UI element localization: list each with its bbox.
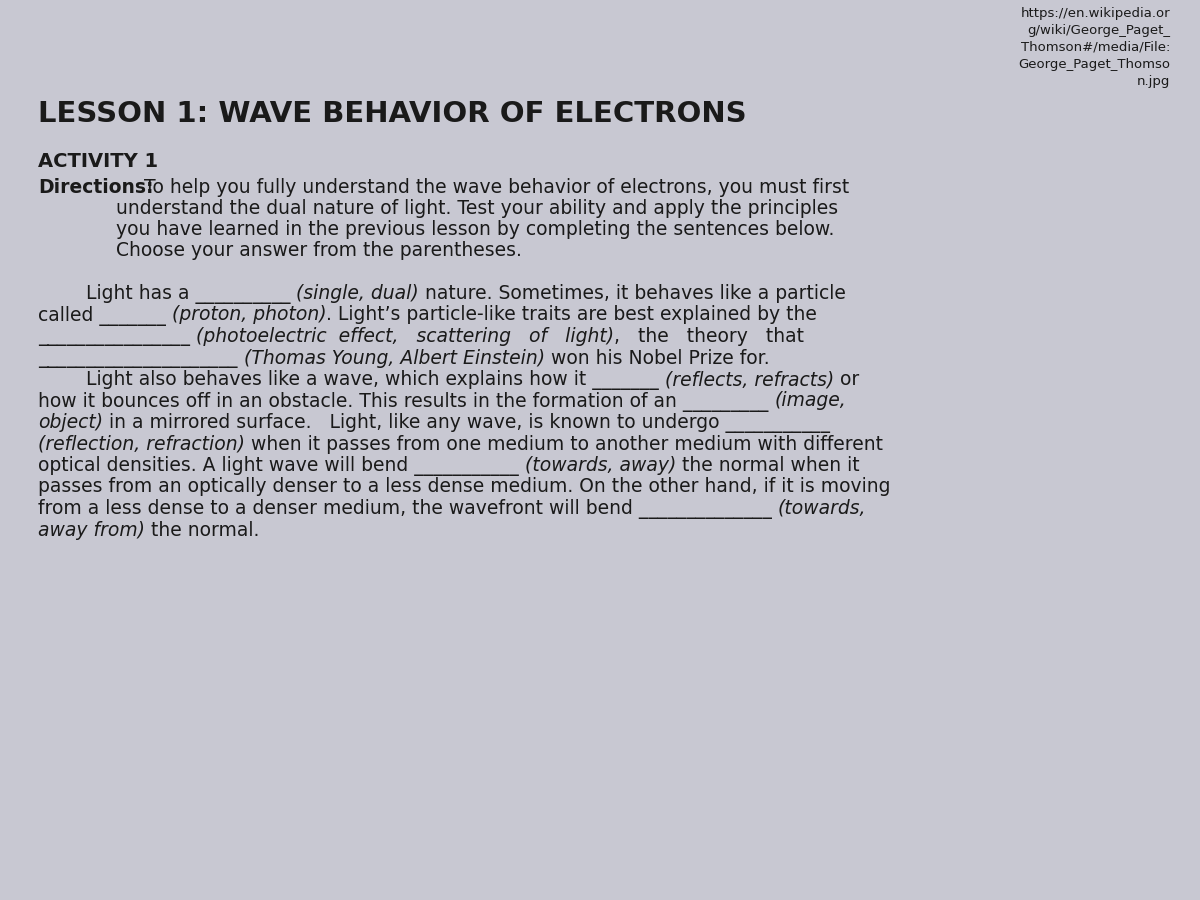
Text: the normal.: the normal.: [145, 520, 259, 539]
Text: object): object): [38, 413, 103, 432]
Text: Choose your answer from the parentheses.: Choose your answer from the parentheses.: [38, 241, 522, 260]
Text: how it bounces off in an obstacle. This results in the formation of an _________: how it bounces off in an obstacle. This …: [38, 392, 774, 411]
Text: To help you fully understand the wave behavior of electrons, you must first: To help you fully understand the wave be…: [138, 178, 850, 197]
Text: won his Nobel Prize for.: won his Nobel Prize for.: [545, 348, 769, 367]
Text: LESSON 1: WAVE BEHAVIOR OF ELECTRONS: LESSON 1: WAVE BEHAVIOR OF ELECTRONS: [38, 100, 746, 128]
Text: (towards,: (towards,: [778, 499, 866, 518]
Text: (photoelectric  effect,   scattering   of   light): (photoelectric effect, scattering of lig…: [196, 327, 614, 346]
Text: when it passes from one medium to another medium with different: when it passes from one medium to anothe…: [245, 435, 883, 454]
Text: Light has a __________: Light has a __________: [38, 284, 296, 304]
Text: (image,: (image,: [774, 392, 846, 410]
Text: the normal when it: the normal when it: [676, 456, 859, 475]
Text: away from): away from): [38, 520, 145, 539]
Text: from a less dense to a denser medium, the wavefront will bend ______________: from a less dense to a denser medium, th…: [38, 499, 778, 519]
Text: understand the dual nature of light. Test your ability and apply the principles: understand the dual nature of light. Tes…: [38, 199, 838, 218]
Text: optical densities. A light wave will bend ___________: optical densities. A light wave will ben…: [38, 456, 524, 476]
Text: (reflects, refracts): (reflects, refracts): [665, 370, 834, 389]
Text: . Light’s particle-like traits are best explained by the: . Light’s particle-like traits are best …: [326, 305, 817, 325]
Text: (Thomas Young, Albert Einstein): (Thomas Young, Albert Einstein): [244, 348, 545, 367]
Text: you have learned in the previous lesson by completing the sentences below.: you have learned in the previous lesson …: [38, 220, 834, 239]
Text: (single, dual): (single, dual): [296, 284, 419, 303]
Text: https://en.wikipedia.or
g/wiki/George_Paget_
Thomson#/media/File:
George_Paget_T: https://en.wikipedia.or g/wiki/George_Pa…: [1018, 7, 1170, 88]
Text: (towards, away): (towards, away): [524, 456, 676, 475]
Text: ,   the   theory   that: , the theory that: [614, 327, 804, 346]
Text: Light also behaves like a wave, which explains how it _______: Light also behaves like a wave, which ex…: [38, 370, 665, 390]
Text: _____________________: _____________________: [38, 348, 244, 367]
Text: or: or: [834, 370, 859, 389]
Text: ________________: ________________: [38, 327, 196, 346]
Text: (reflection, refraction): (reflection, refraction): [38, 435, 245, 454]
Text: nature. Sometimes, it behaves like a particle: nature. Sometimes, it behaves like a par…: [419, 284, 846, 303]
Text: in a mirrored surface.   Light, like any wave, is known to undergo ___________: in a mirrored surface. Light, like any w…: [103, 413, 830, 433]
Text: (proton, photon): (proton, photon): [172, 305, 326, 325]
Text: ACTIVITY 1: ACTIVITY 1: [38, 152, 158, 171]
Text: called _______: called _______: [38, 305, 172, 326]
Text: passes from an optically denser to a less dense medium. On the other hand, if it: passes from an optically denser to a les…: [38, 478, 890, 497]
Text: Directions:: Directions:: [38, 178, 154, 197]
